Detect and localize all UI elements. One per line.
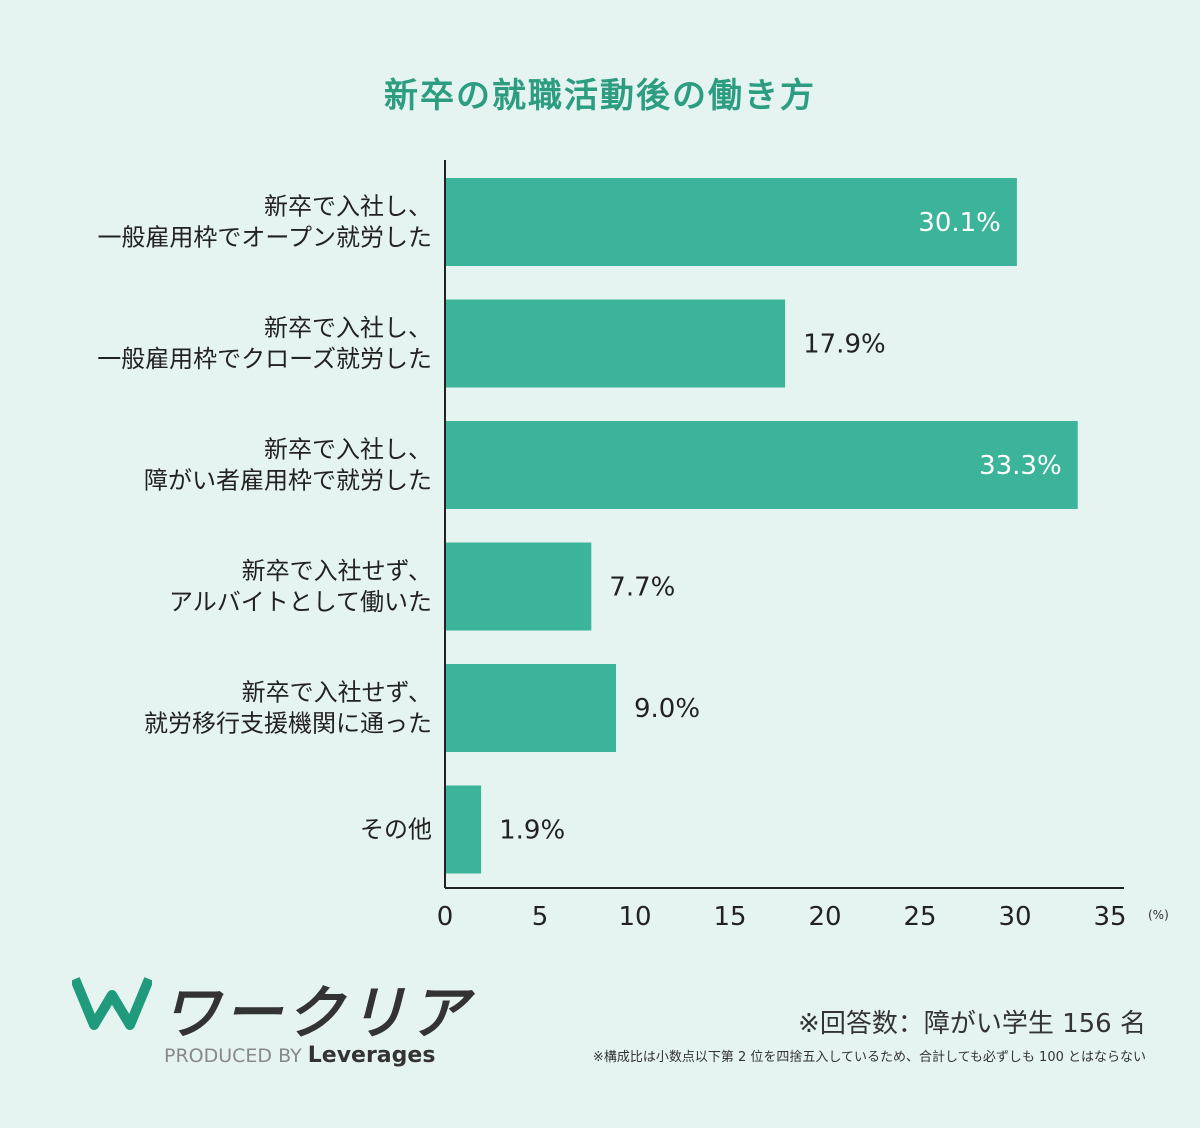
value-label: 33.3% xyxy=(979,451,1062,481)
value-label: 9.0% xyxy=(634,694,700,724)
bar xyxy=(445,421,1078,509)
respondents-note: ※回答数：障がい学生 156 名 xyxy=(798,1009,1146,1039)
rounding-note: ※構成比は小数点以下第 2 位を四捨五入しているため、合計しても必ずしも 100… xyxy=(592,1050,1146,1065)
bar xyxy=(445,542,592,631)
brand-name: Leverages xyxy=(307,1043,436,1068)
produced-by: PRODUCED BY Leverages xyxy=(164,1043,435,1068)
bar xyxy=(445,178,1017,266)
category-label: 一般雇用枠でクローズ就労した xyxy=(97,345,432,373)
category-label: 新卒で入社し、 xyxy=(264,314,432,342)
x-tick-label: 10 xyxy=(618,902,651,932)
category-label: その他 xyxy=(360,816,432,844)
bar-chart: 30.1%新卒で入社し、一般雇用枠でオープン就労した17.9%新卒で入社し、一般… xyxy=(97,160,1169,932)
category-label: 障がい者雇用枠で就労した xyxy=(144,467,432,495)
x-tick-label: 25 xyxy=(903,902,936,932)
produced-by-label: PRODUCED BY xyxy=(164,1045,302,1067)
category-label: 新卒で入社し、 xyxy=(264,436,432,464)
x-unit-label: (%) xyxy=(1148,908,1169,922)
x-tick-label: 15 xyxy=(713,902,746,932)
category-label: 新卒で入社せず、 xyxy=(242,557,432,585)
bar xyxy=(445,664,616,752)
value-label: 1.9% xyxy=(499,816,565,846)
value-label: 30.1% xyxy=(918,208,1001,238)
category-label: 一般雇用枠でオープン就労した xyxy=(97,224,432,252)
x-tick-label: 5 xyxy=(532,902,549,932)
x-tick-label: 35 xyxy=(1093,902,1126,932)
bar xyxy=(445,785,482,874)
category-label: 就労移行支援機関に通った xyxy=(144,710,432,738)
x-tick-label: 30 xyxy=(998,902,1031,932)
value-label: 17.9% xyxy=(803,330,886,360)
logo-name: ワークリア xyxy=(162,979,473,1047)
category-label: 新卒で入社し、 xyxy=(264,193,432,221)
chart-title: 新卒の就職活動後の働き方 xyxy=(384,76,816,116)
x-tick-label: 0 xyxy=(437,902,454,932)
category-label: アルバイトとして働いた xyxy=(169,588,432,616)
x-tick-label: 20 xyxy=(808,902,841,932)
value-label: 7.7% xyxy=(609,573,675,603)
workclear-logo-icon xyxy=(72,977,152,1030)
bar xyxy=(445,299,786,388)
category-label: 新卒で入社せず、 xyxy=(242,679,432,707)
